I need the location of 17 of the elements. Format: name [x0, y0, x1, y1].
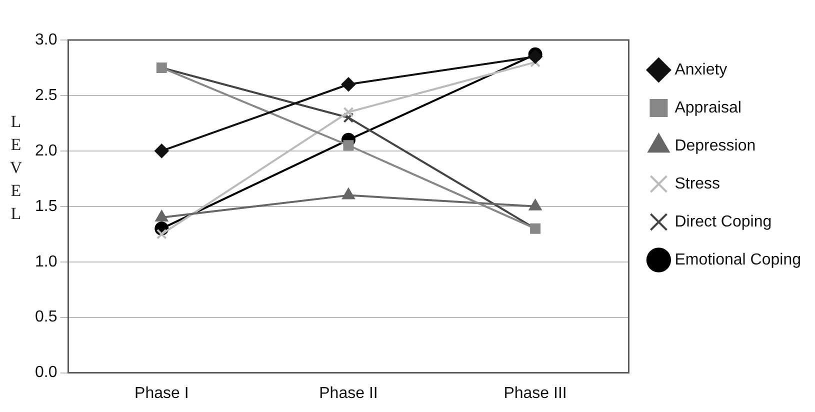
y-tick-label: 0.0 — [34, 364, 58, 382]
legend-label: Appraisal — [674, 99, 742, 116]
y-tick-label: 2.5 — [34, 86, 58, 104]
y-tick-label: 2.0 — [34, 142, 58, 160]
legend-label: Depression — [674, 137, 756, 154]
legend-label: Direct Coping — [674, 213, 772, 230]
y-tick-label: 3.0 — [34, 31, 58, 48]
legend-label: Anxiety — [674, 61, 728, 78]
y-axis-title: LEVEL — [8, 111, 24, 225]
x-tick-label: Phase III — [504, 384, 567, 402]
legend-label: Stress — [674, 175, 720, 192]
x-tick-label: Phase II — [319, 384, 378, 402]
legend-label: Emotional Coping — [674, 251, 801, 268]
y-tick-label: 1.0 — [34, 253, 58, 270]
y-tick-label: 1.5 — [34, 198, 58, 215]
x-tick-label: Phase I — [134, 384, 189, 402]
y-tick-label: 0.5 — [34, 308, 58, 326]
